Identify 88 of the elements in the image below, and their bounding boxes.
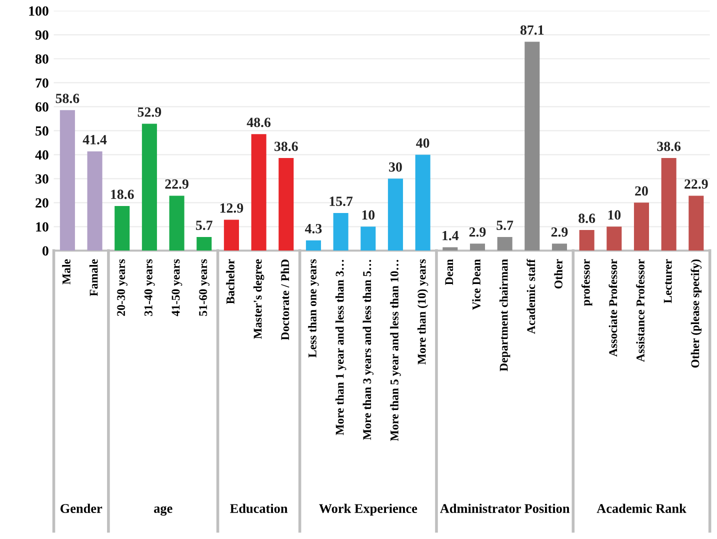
text: Administrator Position [440, 504, 570, 513]
y-tick-label: 80 [35, 54, 48, 64]
x-tick-label: Lecturer [664, 259, 672, 304]
x-tick-label: professor [581, 259, 592, 306]
y-tick-label: 90 [35, 30, 48, 40]
y-tick-label: 20 [36, 198, 48, 208]
data-label: 4.3 [304, 224, 322, 234]
x-tick-label: More than 1 year and less than 3… [335, 260, 346, 436]
x-tick-label: Bachelor [226, 259, 234, 304]
text: Gender [60, 504, 102, 513]
bar [661, 158, 676, 251]
y-tick-label: 100 [29, 6, 48, 16]
data-label: 40 [416, 138, 430, 148]
y-tick-label: 10 [36, 222, 48, 232]
data-label: 10 [362, 210, 375, 220]
x-tick-label: More than 3 years and less than 5… [362, 260, 374, 440]
bar [552, 244, 567, 251]
data-label: 12.9 [220, 203, 244, 213]
x-tick-label: Master's degree [253, 259, 264, 339]
data-label: 8.6 [578, 214, 596, 224]
x-tick-label: 51-60 years [199, 259, 210, 316]
data-label: 48.6 [246, 118, 271, 128]
bar [688, 196, 704, 251]
x-tick-label: Male [62, 259, 70, 284]
bar [470, 244, 485, 251]
x-tick-label: Academic staff [526, 258, 536, 334]
bar [87, 151, 102, 251]
bar [142, 124, 157, 251]
bar [224, 220, 239, 251]
data-label: 5.7 [196, 220, 212, 230]
x-tick-label: Less than one years [308, 259, 319, 358]
bar [579, 230, 594, 251]
data-label: 20 [635, 186, 648, 196]
bar [60, 110, 75, 251]
text: Academic Rank [596, 504, 686, 513]
bar [333, 212, 348, 251]
data-label: 38.6 [274, 142, 298, 152]
x-tick-label: 41-50 years [172, 259, 182, 316]
y-tick-label: 40 [35, 150, 48, 160]
data-label: 2.9 [551, 227, 568, 237]
x-tick-label: 20-30 years [117, 259, 128, 316]
bar [196, 236, 212, 251]
bar [114, 206, 130, 251]
bar [251, 134, 266, 251]
x-tick-label: Associate Professor [608, 259, 618, 357]
data-label: 2.9 [469, 227, 486, 237]
x-tick-label: More than (10) years [417, 259, 428, 364]
bar [360, 226, 376, 251]
data-label: 10 [608, 210, 621, 220]
x-tick-label: More than 5 year and less than 10… [390, 260, 401, 442]
y-tick-label: 70 [36, 78, 48, 88]
text: Education [230, 504, 288, 514]
x-tick-label: Other [554, 259, 562, 289]
bar [524, 42, 540, 251]
data-label: 38.6 [657, 142, 681, 152]
x-tick-label: Vice Dean [472, 259, 480, 310]
y-tick-label: 0 [42, 246, 48, 256]
data-label: 22.9 [165, 179, 188, 189]
bar [388, 178, 403, 251]
x-tick-label: Famale [89, 259, 98, 296]
x-tick-label: Assistance Professor [636, 259, 644, 362]
bar [497, 236, 512, 251]
data-label: 30 [389, 162, 402, 172]
bar [306, 240, 321, 251]
data-label: 58.6 [56, 94, 80, 104]
data-label: 18.6 [111, 190, 134, 200]
text: Work Experience [319, 504, 418, 516]
data-label: 5.7 [496, 220, 514, 230]
y-tick-label: 50 [36, 126, 48, 136]
data-label: 52.9 [138, 107, 162, 117]
data-label: 22.9 [684, 179, 708, 189]
x-tick-label: Department chairman [499, 259, 510, 372]
data-label: 15.7 [330, 196, 353, 206]
bar [169, 196, 184, 251]
bar [634, 202, 650, 251]
y-tick-label: 60 [36, 102, 48, 112]
bar [415, 154, 430, 251]
data-label: 87.1 [520, 25, 544, 35]
x-tick-label: 31-40 years [144, 259, 155, 316]
x-tick-label: Dean [445, 259, 454, 285]
text: age [154, 506, 172, 516]
y-tick-label: 30 [36, 174, 48, 184]
bar [278, 158, 294, 251]
data-label: 1.4 [442, 230, 459, 240]
data-label: 41.4 [82, 135, 107, 144]
x-tick-label: Other (please specify) [690, 259, 702, 368]
x-tick-label: Doctorate / PhD [280, 260, 290, 340]
bar [606, 226, 622, 251]
